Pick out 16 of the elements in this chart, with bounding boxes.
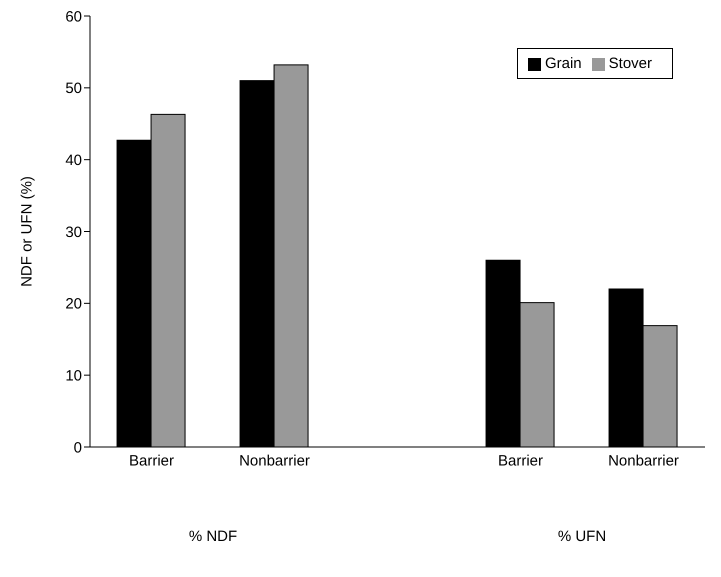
y-axis-title: NDF or UFN (%) <box>18 176 36 287</box>
legend-label: Grain <box>544 55 582 72</box>
text: % UFN <box>556 528 608 545</box>
y-tick-label: 10 <box>65 367 82 384</box>
legend-label: Stover <box>608 55 652 72</box>
y-tick-label: 20 <box>65 296 82 313</box>
x-tick-label: Nonbarrier <box>239 452 310 470</box>
x-tick-label: Barrier <box>128 452 174 470</box>
text: % NDF <box>188 528 238 545</box>
y-tick-label: 40 <box>65 152 82 169</box>
y-tick-label: 30 <box>65 224 82 241</box>
y-tick-label: 50 <box>65 80 82 98</box>
x-tick-label: Nonbarrier <box>608 452 679 470</box>
y-tick-label: 0 <box>74 439 82 456</box>
y-tick-label: 60 <box>65 8 82 26</box>
x-tick-label: Barrier <box>498 452 544 470</box>
